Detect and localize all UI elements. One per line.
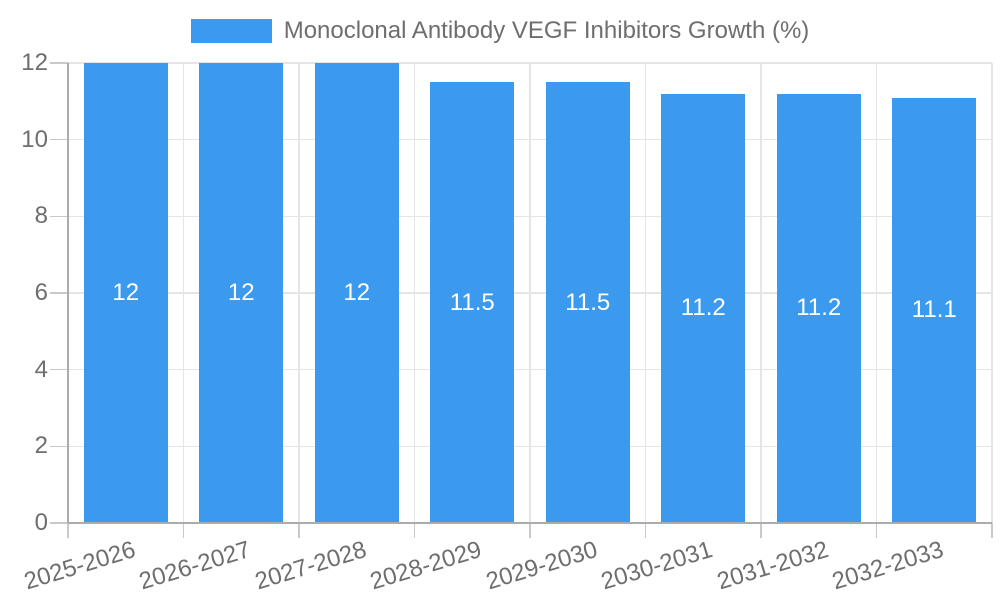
y-axis-tick xyxy=(50,522,68,524)
bar-value-label: 12 xyxy=(112,279,140,306)
x-axis-tick-label: 2028-2029 xyxy=(367,536,486,596)
x-axis-tick xyxy=(529,523,531,538)
y-axis-line xyxy=(67,63,69,523)
bar-value-label: 11.1 xyxy=(911,296,957,324)
v-gridline xyxy=(298,63,300,523)
x-axis-tick-label: 2025-2026 xyxy=(20,536,139,596)
bar-value-label: 12 xyxy=(343,279,371,306)
y-axis-tick xyxy=(50,62,68,64)
y-axis-tick xyxy=(50,292,68,294)
v-gridline xyxy=(529,63,531,523)
v-gridline xyxy=(413,63,416,523)
bar[interactable]: 11.2 xyxy=(776,93,861,523)
bar[interactable]: 11.1 xyxy=(892,97,977,523)
y-axis-tick-label: 8 xyxy=(34,202,48,230)
y-axis-tick xyxy=(50,445,68,448)
bar-value-label: 11.5 xyxy=(565,288,611,316)
x-axis-tick-label: 2027-2028 xyxy=(251,536,370,596)
y-axis-tick xyxy=(50,138,68,141)
x-axis-tick xyxy=(67,523,69,538)
bar-value-label: 11.2 xyxy=(796,294,842,322)
legend-swatch xyxy=(190,19,272,43)
bar[interactable]: 12 xyxy=(314,63,399,523)
y-axis-tick-label: 12 xyxy=(21,49,48,76)
x-axis-line xyxy=(68,522,992,524)
legend-label: Monoclonal Antibody VEGF Inhibitors Grow… xyxy=(283,17,810,44)
x-axis-tick-label: 2026-2027 xyxy=(136,536,255,596)
x-axis-tick xyxy=(760,523,762,538)
y-axis-tick-label: 4 xyxy=(34,355,48,383)
y-axis-tick-label: 2 xyxy=(34,432,48,460)
bar-value-label: 11.5 xyxy=(449,288,495,316)
x-axis-tick xyxy=(991,523,993,538)
y-axis-tick xyxy=(50,215,68,218)
bar-value-label: 11.2 xyxy=(680,294,726,322)
chart-legend-item[interactable]: Monoclonal Antibody VEGF Inhibitors Grow… xyxy=(0,17,1000,45)
y-axis-tick xyxy=(50,368,68,371)
bar[interactable]: 11.5 xyxy=(545,82,630,523)
v-gridline xyxy=(644,63,647,523)
bar[interactable]: 12 xyxy=(83,63,168,523)
x-axis-tick-label: 2032-2033 xyxy=(829,536,948,596)
x-axis-tick-label: 2029-2030 xyxy=(482,536,601,596)
x-axis-tick-label: 2031-2032 xyxy=(713,536,832,596)
x-axis-tick xyxy=(644,523,647,538)
x-axis-tick xyxy=(298,523,300,538)
bar-value-label: 12 xyxy=(227,279,255,306)
bar[interactable]: 12 xyxy=(199,63,284,523)
x-axis-tick xyxy=(875,523,878,538)
y-axis-tick-label: 0 xyxy=(34,509,48,536)
x-axis-tick xyxy=(413,523,416,538)
x-axis-tick-label: 2030-2031 xyxy=(598,536,717,596)
bar[interactable]: 11.2 xyxy=(661,93,746,523)
y-axis-tick-label: 6 xyxy=(34,279,48,306)
v-gridline xyxy=(182,63,185,523)
v-gridline xyxy=(760,63,762,523)
y-axis-tick-label: 10 xyxy=(21,125,48,153)
bar[interactable]: 11.5 xyxy=(430,82,515,523)
v-gridline xyxy=(875,63,878,523)
x-axis-tick xyxy=(182,523,185,538)
v-gridline xyxy=(991,63,993,523)
